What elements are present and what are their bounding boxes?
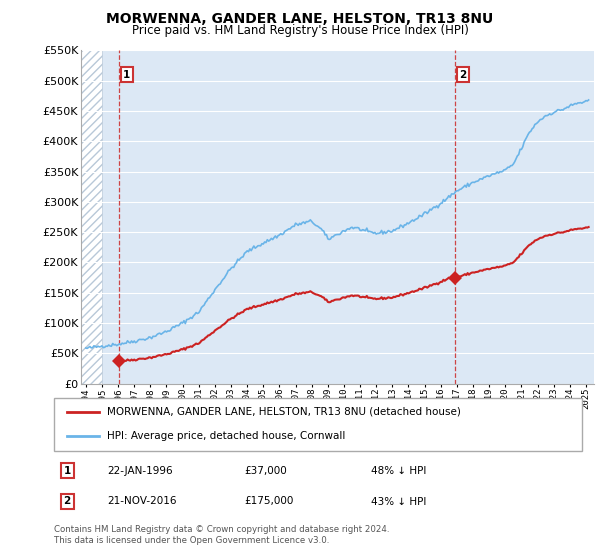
Text: 21-NOV-2016: 21-NOV-2016 (107, 497, 176, 506)
Text: 1: 1 (64, 465, 71, 475)
Text: 2: 2 (459, 69, 467, 80)
FancyBboxPatch shape (54, 398, 582, 451)
Text: 22-JAN-1996: 22-JAN-1996 (107, 465, 172, 475)
Text: £37,000: £37,000 (244, 465, 287, 475)
Text: 2: 2 (64, 497, 71, 506)
Bar (81, 44, 102, 384)
Text: 43% ↓ HPI: 43% ↓ HPI (371, 497, 426, 506)
Text: Contains HM Land Registry data © Crown copyright and database right 2024.
This d: Contains HM Land Registry data © Crown c… (54, 525, 389, 545)
Text: 48% ↓ HPI: 48% ↓ HPI (371, 465, 426, 475)
Text: 1: 1 (123, 69, 130, 80)
Text: Price paid vs. HM Land Registry's House Price Index (HPI): Price paid vs. HM Land Registry's House … (131, 24, 469, 36)
Text: MORWENNA, GANDER LANE, HELSTON, TR13 8NU: MORWENNA, GANDER LANE, HELSTON, TR13 8NU (106, 12, 494, 26)
Text: MORWENNA, GANDER LANE, HELSTON, TR13 8NU (detached house): MORWENNA, GANDER LANE, HELSTON, TR13 8NU… (107, 407, 461, 417)
Text: £175,000: £175,000 (244, 497, 293, 506)
Text: HPI: Average price, detached house, Cornwall: HPI: Average price, detached house, Corn… (107, 431, 345, 441)
